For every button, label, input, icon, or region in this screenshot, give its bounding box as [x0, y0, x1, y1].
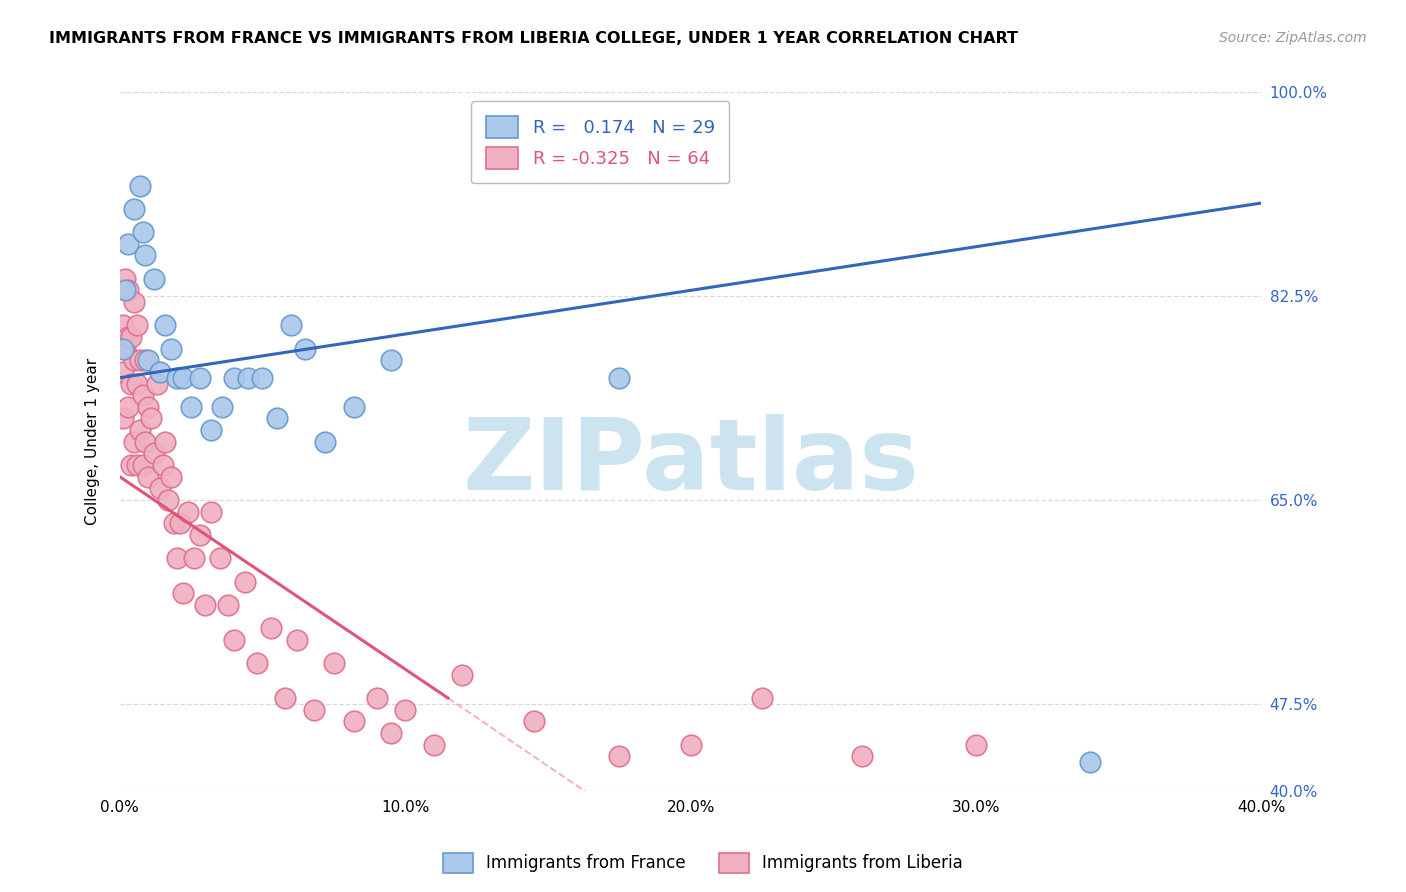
Point — [238, 370, 260, 384]
Point — [222, 370, 245, 384]
Point — [155, 318, 177, 333]
Point — [128, 353, 150, 368]
Point — [260, 621, 283, 635]
Point — [122, 434, 145, 449]
Point — [451, 667, 474, 681]
Point — [294, 342, 316, 356]
Point — [177, 505, 200, 519]
Point — [111, 365, 134, 379]
Point — [169, 516, 191, 531]
Point — [125, 458, 148, 472]
Point — [1078, 755, 1101, 769]
Point — [136, 353, 159, 368]
Point — [380, 353, 402, 368]
Point — [200, 505, 222, 519]
Point — [217, 598, 239, 612]
Point — [314, 434, 336, 449]
Point — [128, 423, 150, 437]
Point — [183, 551, 205, 566]
Point — [146, 376, 169, 391]
Point — [114, 271, 136, 285]
Point — [131, 458, 153, 472]
Point — [200, 423, 222, 437]
Point — [188, 528, 211, 542]
Point — [394, 703, 416, 717]
Point — [122, 295, 145, 310]
Point — [222, 632, 245, 647]
Point — [422, 738, 444, 752]
Point — [139, 411, 162, 425]
Point — [208, 551, 231, 566]
Point — [343, 714, 366, 729]
Point — [380, 726, 402, 740]
Point — [172, 370, 194, 384]
Point — [114, 284, 136, 298]
Point — [131, 225, 153, 239]
Point — [111, 411, 134, 425]
Point — [188, 370, 211, 384]
Point — [122, 353, 145, 368]
Point — [134, 434, 156, 449]
Point — [111, 342, 134, 356]
Point — [266, 411, 288, 425]
Text: ZIPatlas: ZIPatlas — [463, 414, 920, 511]
Point — [252, 370, 274, 384]
Point — [280, 318, 302, 333]
Point — [166, 370, 188, 384]
Point — [114, 342, 136, 356]
Point — [125, 318, 148, 333]
Point — [136, 469, 159, 483]
Point — [274, 691, 297, 706]
Point — [233, 574, 256, 589]
Y-axis label: College, Under 1 year: College, Under 1 year — [86, 359, 100, 525]
Point — [851, 749, 873, 764]
Point — [160, 469, 183, 483]
Point — [128, 178, 150, 193]
Point — [194, 598, 217, 612]
Point — [607, 749, 630, 764]
Point — [149, 365, 172, 379]
Point — [131, 388, 153, 402]
Point — [366, 691, 388, 706]
Point — [120, 376, 142, 391]
Legend: Immigrants from France, Immigrants from Liberia: Immigrants from France, Immigrants from … — [436, 847, 970, 880]
Point — [180, 400, 202, 414]
Point — [157, 493, 180, 508]
Point — [322, 656, 344, 670]
Point — [166, 551, 188, 566]
Point — [125, 376, 148, 391]
Point — [111, 318, 134, 333]
Point — [120, 330, 142, 344]
Point — [679, 738, 702, 752]
Point — [343, 400, 366, 414]
Text: Source: ZipAtlas.com: Source: ZipAtlas.com — [1219, 31, 1367, 45]
Point — [143, 271, 166, 285]
Point — [607, 370, 630, 384]
Text: IMMIGRANTS FROM FRANCE VS IMMIGRANTS FROM LIBERIA COLLEGE, UNDER 1 YEAR CORRELAT: IMMIGRANTS FROM FRANCE VS IMMIGRANTS FRO… — [49, 31, 1018, 46]
Point — [117, 400, 139, 414]
Point — [120, 458, 142, 472]
Point — [117, 330, 139, 344]
Point — [122, 202, 145, 216]
Point — [246, 656, 269, 670]
Point — [163, 516, 186, 531]
Point — [117, 284, 139, 298]
Point — [160, 342, 183, 356]
Point — [751, 691, 773, 706]
Point — [136, 400, 159, 414]
Point — [134, 353, 156, 368]
Point — [134, 248, 156, 262]
Legend: R =   0.174   N = 29, R = -0.325   N = 64: R = 0.174 N = 29, R = -0.325 N = 64 — [471, 102, 730, 184]
Point — [152, 458, 174, 472]
Point — [149, 482, 172, 496]
Point — [523, 714, 546, 729]
Point — [965, 738, 987, 752]
Point — [302, 703, 325, 717]
Point — [172, 586, 194, 600]
Point — [143, 446, 166, 460]
Point — [117, 236, 139, 251]
Point — [211, 400, 233, 414]
Point — [285, 632, 308, 647]
Point — [155, 434, 177, 449]
